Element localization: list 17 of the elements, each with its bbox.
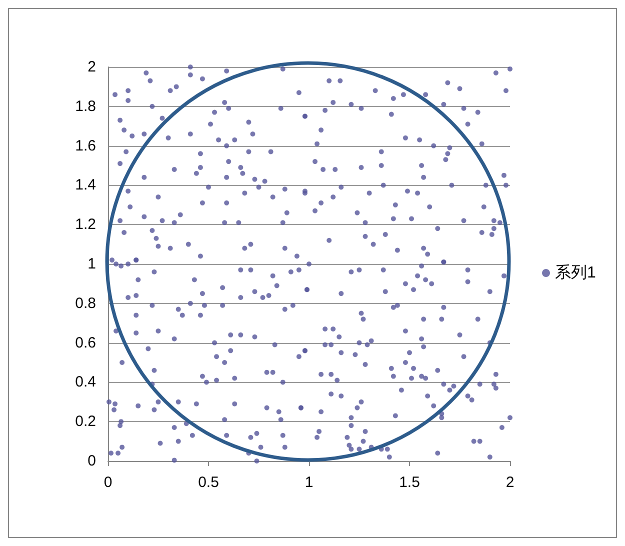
y-tick-label: 1.8: [75, 98, 96, 115]
x-tick-label: 0.5: [198, 474, 219, 491]
x-tick-label: 1: [304, 474, 314, 491]
y-tick-label: 0: [88, 452, 96, 470]
x-tick-label: 2: [506, 474, 514, 491]
y-tick-label: 2: [88, 58, 96, 76]
x-tick-label: 1.5: [399, 474, 420, 491]
y-tick-label: 0.8: [75, 294, 96, 312]
legend-label: 系列1: [555, 264, 596, 282]
y-tick-label: 1.2: [75, 216, 96, 234]
y-tick-label: 1.6: [75, 137, 96, 154]
y-tick-label: 1: [88, 256, 96, 272]
y-tick-label: 0.2: [75, 413, 96, 430]
y-tick-label: 0.4: [75, 374, 96, 391]
x-tick-label: 0: [104, 474, 112, 491]
y-tick-label: 0.6: [75, 334, 96, 352]
y-tick-label: 1.4: [75, 176, 96, 194]
